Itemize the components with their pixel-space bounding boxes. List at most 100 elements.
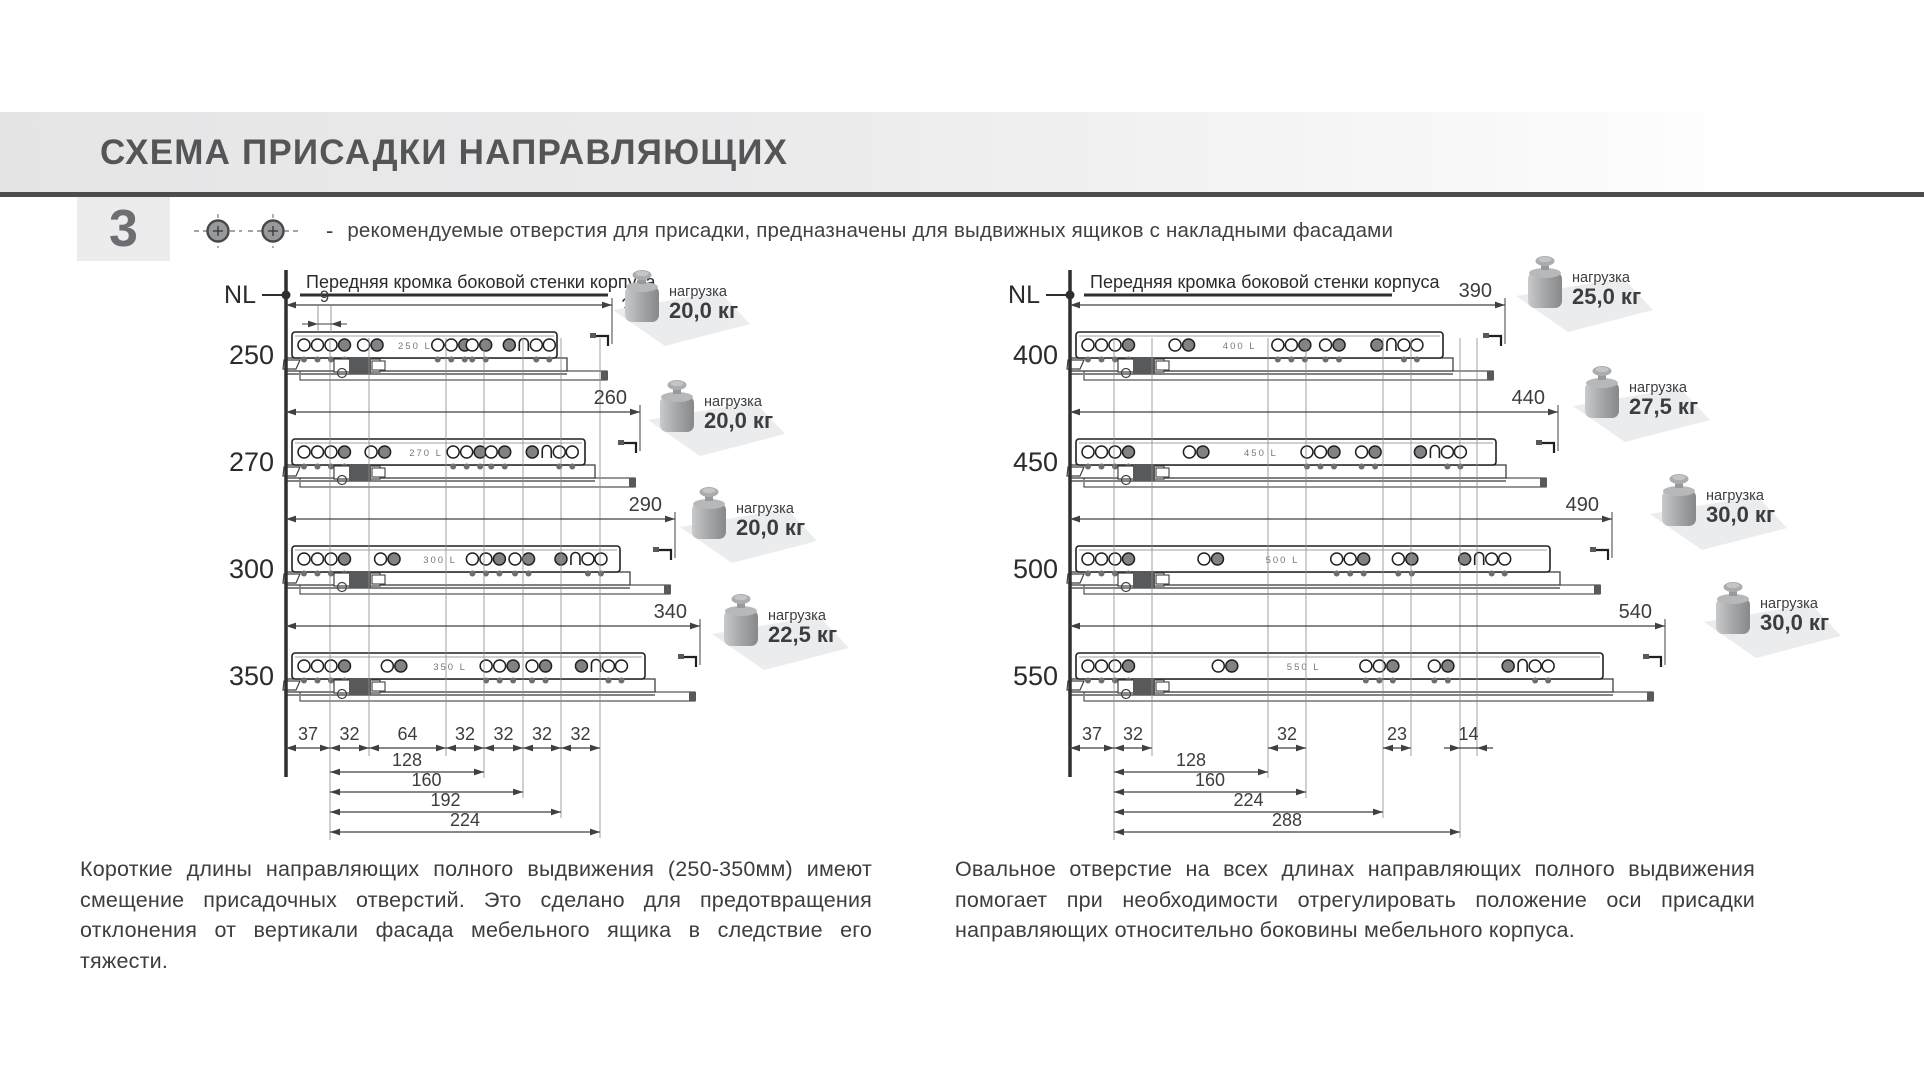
dim-value: 540 bbox=[1619, 601, 1652, 623]
slide-length-dimension: 290 bbox=[286, 494, 676, 560]
dim-value: 128 bbox=[1176, 750, 1206, 770]
page-title: СХЕМА ПРИСАДКИ НАПРАВЛЯЮЩИХ bbox=[100, 133, 789, 172]
hole-pitch-dimension: 23 bbox=[1383, 724, 1411, 752]
load-word: нагрузка bbox=[1706, 488, 1765, 504]
chain-dimension: 224 bbox=[1114, 790, 1383, 816]
dim-value: 260 bbox=[594, 387, 627, 409]
slide-drawing: 550 L bbox=[1066, 652, 1654, 702]
chain-dimension: 160 bbox=[330, 770, 523, 796]
step-badge: 3 bbox=[77, 197, 170, 261]
slide-drawing: 450 L bbox=[1066, 438, 1547, 488]
hole-pitch-dimension: 32 bbox=[446, 724, 484, 752]
load-value: 20,0 кг bbox=[736, 515, 805, 540]
load-word: нагрузка bbox=[768, 608, 827, 624]
load-word: нагрузка bbox=[1760, 596, 1819, 612]
slide-length-label: 300 L bbox=[423, 555, 457, 566]
slide-length: 400 bbox=[1013, 340, 1058, 370]
slide-length-label: 270 L bbox=[409, 448, 443, 459]
dim-value: 32 bbox=[1123, 724, 1143, 744]
chain-dimension: 192 bbox=[330, 790, 561, 816]
header-rule bbox=[0, 192, 1924, 197]
step-number: 3 bbox=[109, 200, 138, 258]
diagram-short-slides: 250 L 270 L 300 L 350 L NL Передняя кромка бо… bbox=[224, 270, 849, 840]
dim-value: 390 bbox=[1459, 280, 1492, 302]
slide-length-label: 500 L bbox=[1266, 555, 1300, 566]
load-value: 20,0 кг bbox=[669, 298, 738, 323]
slide-length-label: 350 L bbox=[433, 662, 467, 673]
dim-value: 32 bbox=[493, 724, 513, 744]
chain-dimension: 288 bbox=[1114, 810, 1460, 836]
slide-length: 300 bbox=[229, 554, 274, 584]
dim-value: 32 bbox=[532, 724, 552, 744]
dim-value: 37 bbox=[298, 724, 318, 744]
dim-value: 32 bbox=[570, 724, 590, 744]
legend-text: рекомендуемые отверстия для присадки, пр… bbox=[347, 219, 1394, 242]
hole-pitch-dimension: 32 bbox=[484, 724, 523, 752]
dim-value: 440 bbox=[1512, 387, 1545, 409]
slide-length: 550 bbox=[1013, 661, 1058, 691]
slide-drawing: 400 L bbox=[1066, 331, 1494, 381]
drill-hole-icon bbox=[194, 214, 242, 248]
dim-value: 224 bbox=[1233, 790, 1263, 810]
slide-length-label: 550 L bbox=[1287, 662, 1321, 673]
hole-pitch-dimension: 64 bbox=[369, 724, 446, 752]
dim-value: 32 bbox=[455, 724, 475, 744]
hole-pitch-dimension: 32 bbox=[330, 724, 369, 752]
slide-drawing: 250 L bbox=[282, 331, 608, 381]
hole-pitch-dimension: 32 bbox=[561, 724, 600, 752]
slide-length: 500 bbox=[1013, 554, 1058, 584]
dim-value: 224 bbox=[450, 810, 480, 830]
slide-drawing: 270 L bbox=[282, 438, 636, 488]
load-value: 27,5 кг bbox=[1629, 394, 1698, 419]
chain-dimension: 160 bbox=[1114, 770, 1306, 796]
header-bar: СХЕМА ПРИСАДКИ НАПРАВЛЯЮЩИХ bbox=[0, 112, 1770, 192]
slide-length-dimension: 490 bbox=[1070, 494, 1613, 560]
slide-length: 450 bbox=[1013, 447, 1058, 477]
dim-value: 9 bbox=[320, 287, 329, 306]
slide-length: 250 bbox=[229, 340, 274, 370]
hole-pitch-dimension: 32 bbox=[1268, 724, 1306, 752]
slide-length-label: 450 L bbox=[1244, 448, 1278, 459]
dim-value: 160 bbox=[411, 770, 441, 790]
nl-label: NL bbox=[224, 281, 256, 309]
drill-hole-icons bbox=[194, 214, 298, 248]
slide-length: 270 bbox=[229, 447, 274, 477]
slide-drawing: 300 L bbox=[282, 545, 671, 595]
load-value: 25,0 кг bbox=[1572, 284, 1641, 309]
dim-value: 288 bbox=[1272, 810, 1302, 830]
dim-value: 32 bbox=[1277, 724, 1297, 744]
slide-length-dimension: 340 bbox=[286, 601, 701, 667]
nl-label: NL bbox=[1008, 281, 1040, 309]
hole-pitch-dimension: 32 bbox=[523, 724, 561, 752]
dim-value: 290 bbox=[629, 494, 662, 516]
slide-length-dimension: 390 bbox=[1070, 280, 1506, 346]
slide-length-label: 400 L bbox=[1223, 341, 1257, 352]
hole-pitch-dimension: 37 bbox=[286, 724, 330, 752]
diagram-long-slides: 400 L 450 L 500 L 550 L NL Передняя кромка бо… bbox=[1008, 256, 1841, 840]
slide-length: 350 bbox=[229, 661, 274, 691]
load-word: нагрузка bbox=[1572, 270, 1631, 286]
dim-value: 64 bbox=[397, 724, 417, 744]
slide-length-dimension: 260 bbox=[286, 387, 641, 453]
dim-value: 490 bbox=[1566, 494, 1599, 516]
note-short-slides: Короткие длины направляющих полного выдв… bbox=[80, 857, 872, 973]
edge-label: Передняя кромка боковой стенки корпуса bbox=[1090, 272, 1440, 292]
dim-value: 37 bbox=[1082, 724, 1102, 744]
slide-drawing: 350 L bbox=[282, 652, 696, 702]
load-value: 30,0 кг bbox=[1760, 610, 1829, 635]
load-word: нагрузка bbox=[669, 284, 728, 300]
dim-value: 160 bbox=[1195, 770, 1225, 790]
edge-label: Передняя кромка боковой стенки корпуса bbox=[306, 272, 656, 292]
legend: - рекомендуемые отверстия для присадки, … bbox=[192, 208, 1393, 254]
hole-pitch-dimension: 37 bbox=[1070, 724, 1114, 752]
dim-value: 128 bbox=[392, 750, 422, 770]
load-value: 22,5 кг bbox=[768, 622, 837, 647]
